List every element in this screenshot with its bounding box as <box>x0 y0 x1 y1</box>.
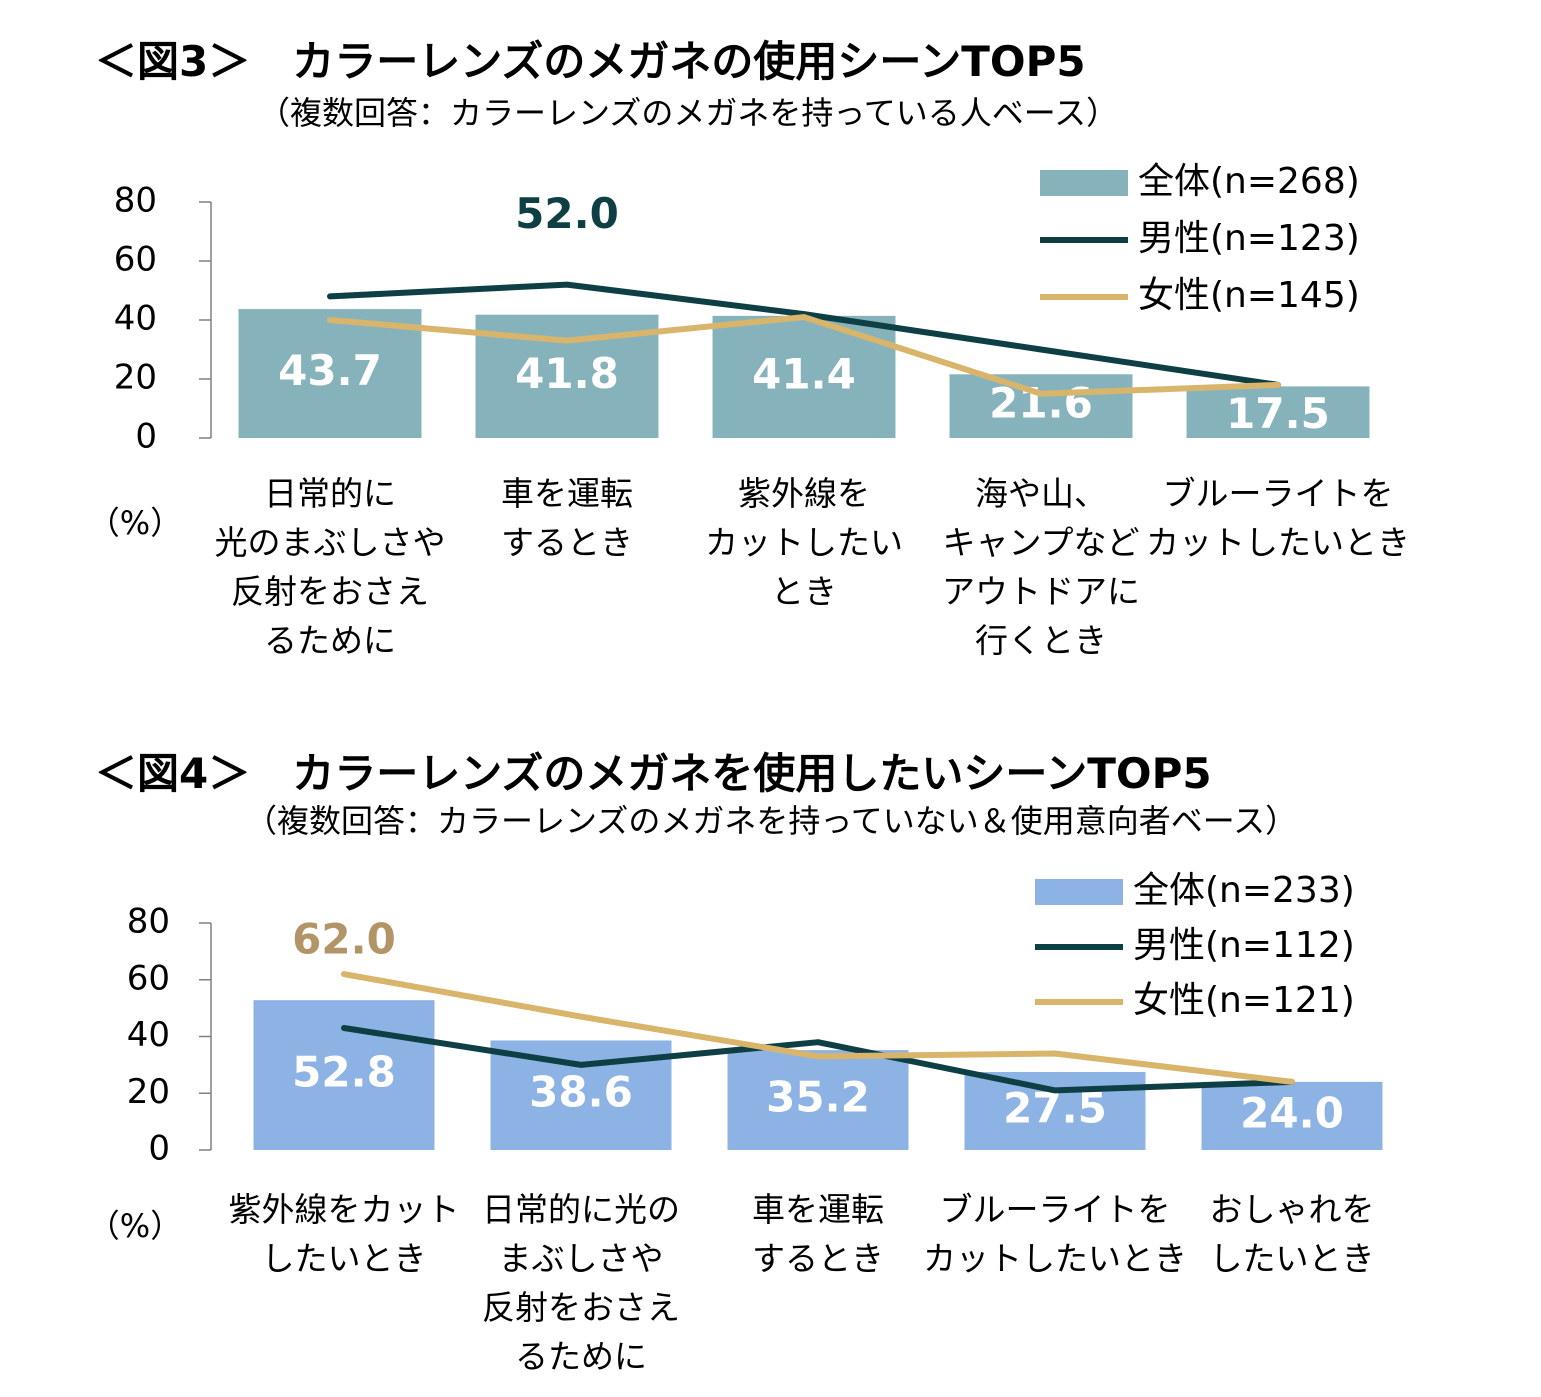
chart2-category-label-0: 紫外線をカットしたいとき <box>229 1190 460 1278</box>
chart1-bar-0 <box>238 309 422 438</box>
chart2-category-label-3: ブルーライトをカットしたいとき <box>923 1190 1187 1278</box>
chart1-y-axis-label: （%） <box>88 504 182 542</box>
chart2-bar-label-4: 24.0 <box>1240 1088 1344 1137</box>
chart1-bar-label-4: 17.5 <box>1226 389 1330 438</box>
chart2-bar-label-2: 35.2 <box>766 1073 870 1122</box>
chart1-title: ＜図3＞ カラーレンズのメガネの使用シーンTOP5 <box>95 37 1086 86</box>
chart2-y-tick-label: 80 <box>127 902 170 942</box>
chart2-subtitle: （複数回答：カラーレンズのメガネを持っていない＆使用意向者ベース） <box>245 802 1298 840</box>
chart1-y-tick-label: 80 <box>114 181 157 221</box>
chart2-bar-3 <box>964 1071 1146 1150</box>
chart2-line-male <box>341 1024 1295 1094</box>
chart1-bar-3 <box>949 374 1133 438</box>
chart1-bar-label-3: 21.6 <box>989 379 1093 428</box>
chart2-category-label-1: 日常的に光のまぶしさや反射をおさえるために <box>482 1190 680 1376</box>
chart2-category-label-2: 車を運転するとき <box>752 1190 884 1278</box>
chart1-bar-label-2: 41.4 <box>752 349 856 398</box>
chart1-y-tick-label: 60 <box>114 240 157 280</box>
chart2-bar-label-1: 38.6 <box>529 1068 633 1117</box>
chart2-bar-4 <box>1201 1081 1383 1150</box>
chart1-svg: 0 20 40 60 80 （%） 43.7 41.8 41.4 21.6 17.5 52.0 日常的に… <box>88 161 1410 660</box>
chart1-category-label-3: 海や山、キャンプなどアウトドアに行くとき <box>942 474 1140 660</box>
chart2-bar-2 <box>727 1050 909 1150</box>
chart2-legend-label-0: 全体(n=233) <box>1133 870 1355 911</box>
chart2-title: ＜図4＞ カラーレンズのメガネを使用したいシーンTOP5 <box>95 749 1212 798</box>
chart1-peak-label: 52.0 <box>515 189 619 238</box>
chart1-category-label-2: 紫外線をカットしたいとき <box>705 474 903 611</box>
chart1-y-tick-label: 20 <box>114 358 157 398</box>
chart2-line-female <box>341 971 1295 1085</box>
chart1-legend-label-0: 全体(n=268) <box>1138 161 1360 202</box>
chart1-subtitle: （複数回答：カラーレンズのメガネを持っている人ベース） <box>258 94 1119 132</box>
chart1-line-female <box>327 314 1281 397</box>
chart1-y-tick-label: 40 <box>114 299 157 339</box>
chart1-legend-swatch-bar <box>1040 170 1128 196</box>
chart2-y-axis-label: （%） <box>88 1207 182 1245</box>
chart2-y-tick-label: 60 <box>127 958 170 998</box>
chart2-bar-label-0: 52.8 <box>292 1048 396 1097</box>
chart2-y-tick-label: 0 <box>148 1129 170 1169</box>
chart2-category-label-4: おしゃれをしたいとき <box>1210 1190 1375 1278</box>
chart1-category-label-1: 車を運転するとき <box>501 474 633 562</box>
chart2-y-tick-label: 40 <box>127 1015 170 1055</box>
chart1-bar-4 <box>1186 386 1370 438</box>
chart1-category-label-4: ブルーライトをカットしたいとき <box>1146 474 1410 562</box>
chart1-legend-label-2: 女性(n=145) <box>1138 275 1360 316</box>
chart2-y-tick-label: 20 <box>127 1072 170 1112</box>
chart1-legend-label-1: 男性(n=123) <box>1138 218 1360 259</box>
chart2-legend-label-1: 男性(n=112) <box>1133 925 1355 966</box>
chart1-bar-label-1: 41.8 <box>515 349 619 398</box>
chart2-peak-label: 62.0 <box>292 915 396 964</box>
chart1-y-tick-label: 0 <box>135 417 157 457</box>
chart1-bar-label-0: 43.7 <box>278 346 382 395</box>
chart2-legend-label-2: 女性(n=121) <box>1133 980 1355 1021</box>
chart2-legend-swatch-bar <box>1035 879 1123 905</box>
chart1-category-label-0: 日常的に光のまぶしさや反射をおさえるために <box>215 474 446 660</box>
